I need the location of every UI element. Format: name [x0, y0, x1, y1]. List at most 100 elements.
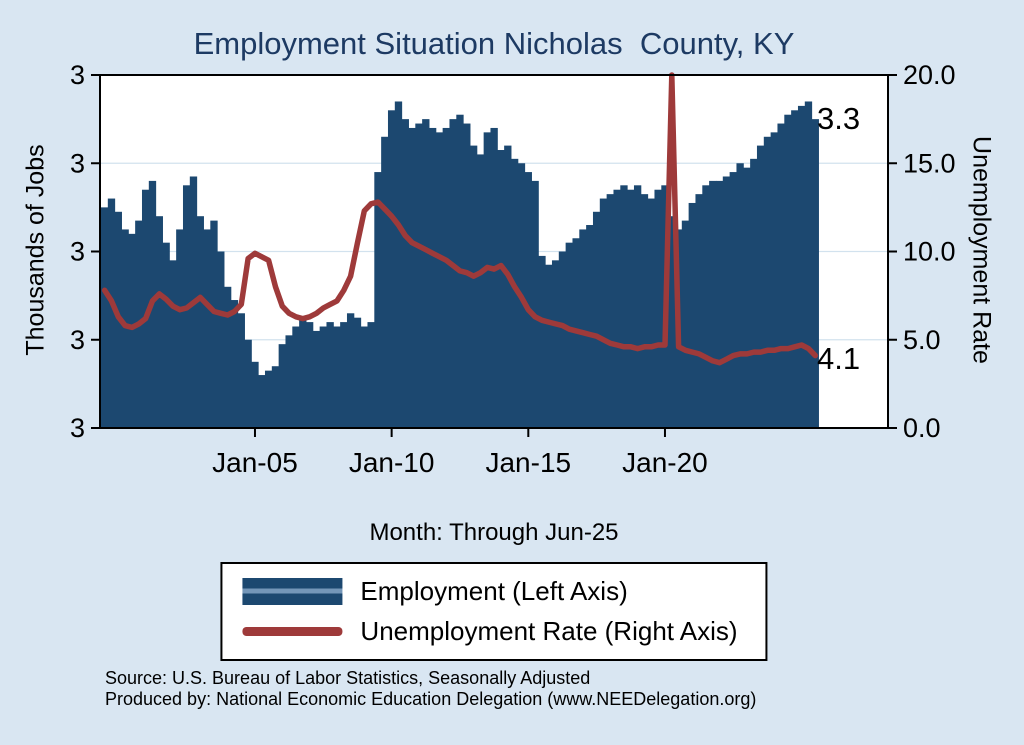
employment-bar: [285, 335, 293, 428]
employment-bar: [278, 344, 286, 428]
employment-bar: [223, 286, 232, 428]
employment-bar: [490, 127, 498, 428]
employment-bar: [620, 185, 628, 428]
source-line-2: Produced by: National Economic Education…: [105, 689, 757, 709]
employment-bar: [374, 172, 382, 428]
employment-bar: [176, 229, 184, 428]
employment-bar: [784, 114, 792, 429]
employment-bar: [230, 300, 239, 428]
employment-bar: [756, 145, 765, 428]
employment-bar: [435, 132, 444, 429]
employment-bar: [545, 264, 553, 428]
employment-bar: [681, 220, 690, 428]
left-tick-label: 3: [70, 325, 85, 355]
employment-bar: [121, 229, 129, 428]
unemployment-line: [101, 72, 819, 366]
legend-item-employment: Employment (Left Axis): [242, 576, 737, 607]
employment-bar: [497, 150, 505, 428]
employment-bar: [599, 198, 608, 428]
x-tick-label: Jan-15: [485, 447, 571, 478]
employment-bar: [558, 251, 567, 428]
employment-bar: [633, 185, 642, 428]
employment-bar: [162, 242, 170, 428]
employment-bar: [415, 123, 423, 428]
employment-bar: [592, 211, 601, 428]
employment-bar: [763, 136, 772, 428]
employment-bar: [292, 326, 300, 428]
employment-bar: [777, 123, 785, 428]
employment-bar: [579, 229, 587, 428]
employment-bar: [251, 361, 259, 428]
employment-bar: [729, 172, 737, 428]
employment-bar: [264, 370, 273, 428]
employment-bar: [613, 189, 621, 428]
left-tick-label: 3: [70, 413, 85, 443]
employment-bar: [271, 366, 280, 428]
x-tick-label: Jan-10: [349, 447, 435, 478]
chart-title: Employment Situation Nicholas County, KY: [193, 26, 795, 61]
employment-bar: [476, 154, 485, 429]
employment-bar: [353, 317, 362, 428]
employment-bar: [510, 158, 519, 428]
employment-bar: [695, 194, 703, 428]
employment-bar: [401, 119, 409, 428]
employment-bar: [469, 145, 478, 428]
employment-bar: [100, 207, 109, 428]
employment-bar: [217, 251, 225, 428]
employment-bar: [210, 220, 218, 428]
employment-bar: [346, 313, 355, 428]
employment-bar: [640, 194, 649, 428]
right-axis-title: Unemployment Rate: [967, 136, 996, 364]
employment-bar: [586, 225, 594, 428]
right-tick-label: 5.0: [903, 325, 941, 355]
employment-bar: [715, 180, 724, 428]
source-line-1: Source: U.S. Bureau of Labor Statistics,…: [105, 668, 591, 688]
left-tick-label: 3: [70, 60, 85, 90]
employment-bar: [340, 322, 348, 428]
employment-bar: [196, 216, 204, 428]
employment-bar: [428, 127, 437, 428]
employment-bar: [394, 101, 403, 428]
employment-bar: [141, 189, 150, 428]
employment-bar: [531, 180, 539, 428]
employment-bar: [565, 242, 573, 428]
employment-bar: [627, 189, 635, 428]
employment-bar: [107, 198, 116, 428]
employment-bar: [668, 216, 676, 428]
employment-bar: [538, 255, 546, 428]
employment-bar: [387, 110, 396, 429]
employment-bar: [381, 136, 389, 428]
employment-bar: [326, 322, 334, 428]
employment-bar: [736, 163, 744, 428]
x-axis-label: Month: Through Jun-25: [369, 519, 619, 546]
legend-label-employment: Employment (Left Axis): [360, 576, 628, 606]
unemployment-last-value-annotation: 4.1: [817, 341, 861, 376]
employment-bar: [750, 158, 758, 428]
employment-bar: [702, 185, 710, 428]
employment-bar: [258, 375, 266, 428]
employment-bar: [524, 172, 532, 428]
employment-bar: [606, 194, 614, 428]
employment-bar: [551, 260, 560, 428]
employment-bar: [709, 180, 717, 428]
employment-bar: [791, 110, 799, 429]
employment-bar: [743, 167, 751, 428]
employment-bar: [128, 233, 136, 428]
employment-bar: [422, 119, 430, 428]
employment-bar: [360, 326, 368, 428]
employment-bar: [305, 322, 314, 428]
employment-bar: [449, 119, 457, 428]
employment-bar: [244, 339, 252, 428]
source-note: Source: U.S. Bureau of Labor Statistics,…: [105, 668, 756, 710]
employment-bar: [797, 105, 806, 428]
employment-bar: [237, 313, 245, 428]
legend-label-unemployment: Unemployment Rate (Right Axis): [360, 616, 738, 646]
employment-bar: [155, 216, 163, 428]
right-tick-label: 15.0: [903, 148, 956, 178]
left-tick-label: 3: [70, 237, 85, 267]
employment-bar: [483, 132, 491, 429]
employment-bar: [169, 260, 177, 428]
x-tick-label: Jan-20: [622, 447, 708, 478]
employment-bar: [299, 317, 307, 428]
